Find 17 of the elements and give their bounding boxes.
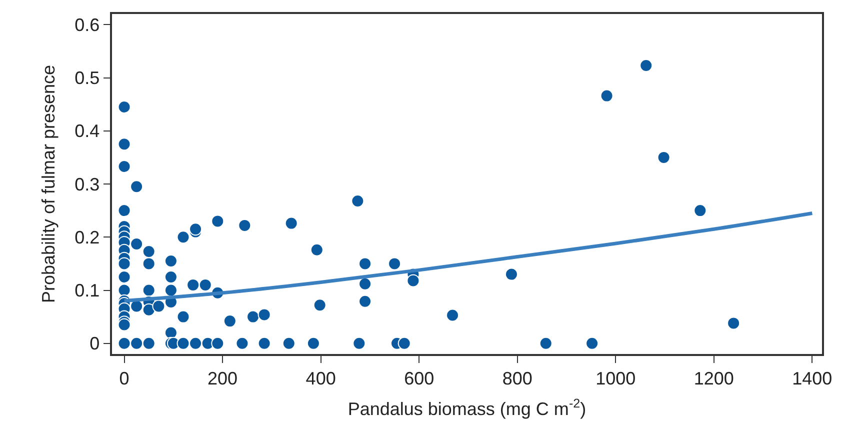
y-tick-label: 0.6: [74, 14, 100, 35]
x-tick-label: 200: [208, 368, 238, 388]
y-axis-title: Probability of fulmar presence: [38, 64, 58, 304]
x-tick-label: 400: [306, 368, 336, 388]
y-tick-label: 0: [90, 334, 100, 354]
x-tick-label: 1400: [792, 368, 832, 388]
x-tick-label: 0: [119, 368, 130, 388]
x-tick-label: 1000: [596, 368, 636, 388]
y-tick-label: 0.2: [74, 227, 100, 248]
y-tick-label: 0.5: [74, 68, 100, 88]
x-tick-label: 600: [404, 368, 434, 388]
x-tick-label: 800: [502, 368, 532, 388]
x-axis-title: Pandalus biomass (mg C m$^{-2}$): [348, 396, 586, 419]
y-tick-label: 0.4: [74, 121, 100, 142]
y-tick-label: 0.1: [74, 280, 100, 301]
x-tick-label: 1200: [694, 368, 734, 388]
y-tick-label: 0.3: [74, 174, 100, 194]
